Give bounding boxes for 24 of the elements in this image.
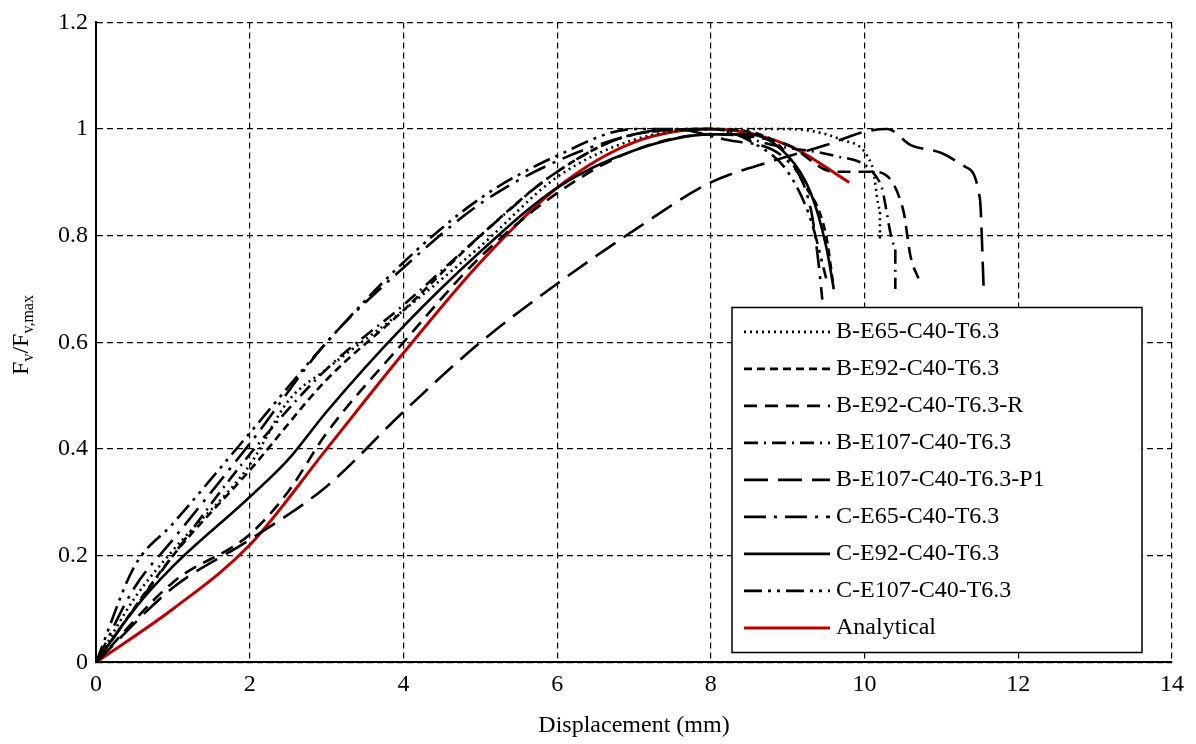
legend-label: C-E107-C40-T6.3	[836, 576, 1012, 603]
y-tick-label: 1.2	[58, 7, 88, 34]
legend-label: B-E65-C40-T6.3	[836, 317, 1000, 344]
legend-label: B-E107-C40-T6.3-P1	[836, 465, 1045, 492]
x-tick-label: 14	[1160, 670, 1184, 697]
x-tick-label: 2	[243, 670, 256, 697]
y-tick-label: 0.8	[58, 221, 88, 248]
legend-label: B-E92-C40-T6.3	[836, 354, 1000, 381]
x-tick-label: 4	[397, 670, 410, 697]
legend-label: B-E92-C40-T6.3-R	[836, 391, 1024, 418]
x-tick-label: 10	[852, 670, 877, 697]
legend-label: B-E107-C40-T6.3	[836, 428, 1012, 455]
y-tick-label: 1	[76, 114, 88, 141]
x-tick-label: 6	[551, 670, 564, 697]
y-tick-label: 0	[76, 647, 88, 674]
legend-label: C-E92-C40-T6.3	[836, 539, 1000, 566]
y-tick-label: 0.2	[58, 541, 88, 568]
y-tick-label: 0.6	[58, 327, 88, 354]
legend-label: Analytical	[836, 613, 937, 640]
x-axis-title: Displacement (mm)	[538, 710, 730, 737]
legend-label: C-E65-C40-T6.3	[836, 502, 1000, 529]
x-tick-label: 12	[1006, 670, 1031, 697]
y-tick-label: 0.4	[58, 434, 88, 461]
x-tick-label: 8	[704, 670, 717, 697]
